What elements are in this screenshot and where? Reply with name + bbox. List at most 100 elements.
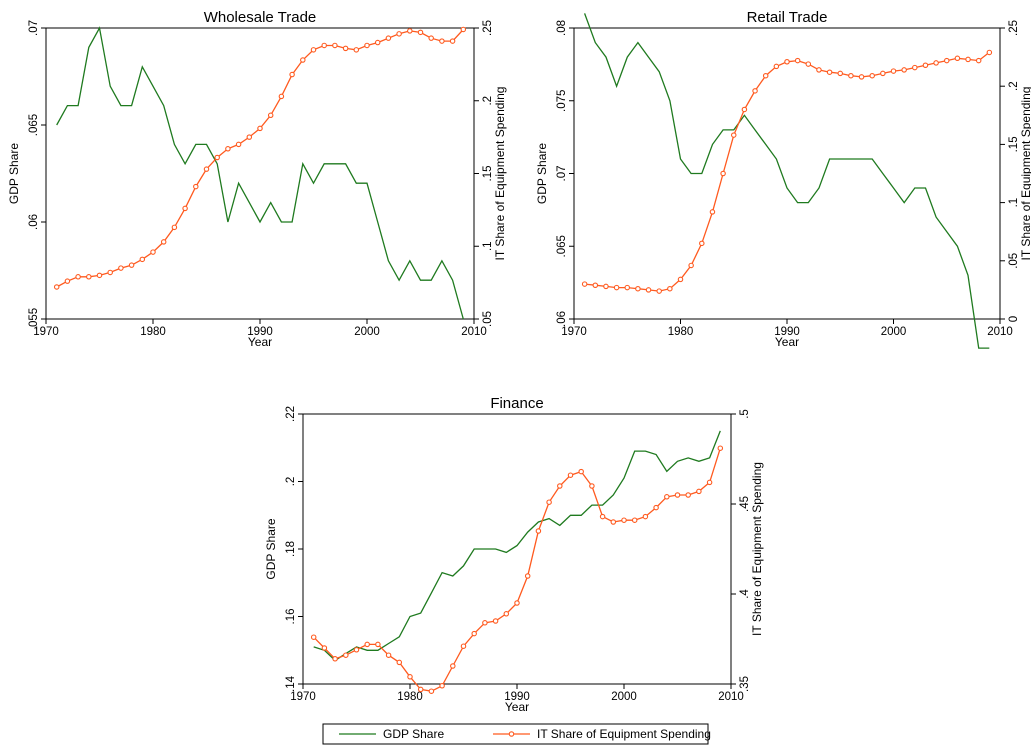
it-share-point [396, 659, 403, 666]
it-share-point [417, 29, 424, 36]
legend-label-gdp-share: GDP Share [383, 727, 444, 741]
it-share-point [353, 647, 360, 653]
y-left-tick-label: .22 [285, 406, 297, 422]
it-share-point [428, 35, 434, 41]
y-right-tick-label: .1 [1008, 198, 1020, 208]
chart-title: Finance [490, 395, 543, 412]
it-share-point [741, 106, 748, 113]
it-share-point [784, 59, 790, 65]
it-share-point [364, 641, 370, 648]
it-share-point [524, 573, 531, 579]
it-share-point [139, 256, 146, 263]
it-share-point [321, 645, 328, 651]
y-right-tick-label: .15 [482, 166, 494, 182]
it-share-point [685, 492, 691, 498]
plot-frame [45, 27, 475, 320]
it-share-point [933, 60, 939, 66]
it-share-point [610, 519, 617, 525]
it-share-point [816, 67, 822, 73]
y-right-tick-label: .15 [1008, 136, 1020, 152]
it-share-point [667, 285, 673, 292]
it-share-point [592, 282, 599, 288]
it-share-point [439, 38, 445, 44]
y-right-tick-label: .05 [482, 311, 494, 327]
y-left-tick-label: .16 [285, 609, 297, 625]
it-share-point [214, 154, 220, 161]
x-tick-label: 2000 [611, 691, 637, 703]
x-tick-label: 2010 [461, 326, 487, 338]
it-share-point [385, 652, 392, 658]
it-share-point [107, 269, 113, 276]
it-share-point [837, 70, 843, 77]
it-share-point [246, 134, 253, 140]
it-share-point [310, 634, 317, 640]
x-tick-label: 1970 [290, 691, 316, 703]
y-left-tick-label: .18 [285, 541, 297, 557]
it-share-point [385, 35, 392, 41]
it-share-point [353, 47, 360, 53]
it-share-point [645, 287, 652, 293]
x-tick-label: 1970 [561, 326, 587, 338]
it-share-point [954, 55, 961, 62]
legend-label-it-share: IT Share of Equipment Spending [537, 727, 711, 741]
x-tick-label: 2010 [987, 326, 1013, 338]
gdp-share-line [56, 26, 464, 320]
it-share-point [160, 239, 167, 245]
y-left-tick-label: .14 [285, 675, 297, 692]
it-share-point [407, 674, 413, 680]
it-share-point [514, 600, 520, 606]
it-share-point [225, 146, 231, 152]
it-share-point [975, 57, 982, 64]
it-share-point [203, 166, 210, 172]
x-tick-label: 1990 [504, 691, 530, 703]
it-share-point [709, 209, 716, 215]
it-share-point [699, 240, 705, 247]
it-share-point [492, 618, 499, 624]
plot-frame [573, 27, 1001, 320]
y-left-tick-label: .065 [556, 235, 568, 257]
it-share-point [375, 641, 381, 648]
it-share-point [310, 47, 317, 53]
it-share-point [880, 70, 886, 77]
it-share-point [86, 274, 92, 280]
y-right-tick-label: .05 [1008, 253, 1020, 269]
it-share-point [986, 49, 993, 56]
it-share-point [150, 249, 156, 255]
it-share-point [460, 643, 467, 649]
it-share-point [912, 64, 918, 71]
legend-marker-it-share [508, 731, 515, 737]
it-share-point [635, 285, 641, 292]
it-share-point [546, 499, 552, 505]
y-right-tick-label: .1 [482, 241, 494, 251]
it-share-point [503, 611, 510, 617]
it-share-point [171, 224, 178, 231]
it-share-point [603, 283, 609, 290]
it-share-point [762, 72, 769, 79]
y-right-tick-label: .25 [1008, 20, 1020, 36]
it-share-point [922, 62, 929, 68]
y-left-axis-label: GDP Share [264, 518, 278, 579]
it-share-point [535, 528, 542, 534]
it-share-point [439, 683, 445, 689]
chart-panel-2: Retail Trade 1970 1980 1990 2000 2010 Year .06.… [535, 9, 1031, 349]
x-axis-label: Year [505, 700, 529, 714]
it-share-point [267, 112, 274, 119]
it-share-point [300, 57, 306, 63]
x-tick-label: 1980 [140, 326, 166, 338]
chart-title: Retail Trade [747, 9, 828, 26]
it-share-point [128, 262, 135, 268]
it-share-point [278, 93, 285, 100]
it-share-point [642, 513, 649, 520]
x-axis-label: Year [248, 335, 272, 349]
it-share-point [677, 276, 684, 283]
y-right-tick-label: .5 [739, 409, 751, 419]
chart-panel-3: Finance 1970 1980 1990 2000 2010 Year .14 .16 .18… [264, 395, 764, 714]
it-share-point [364, 42, 370, 49]
it-share-point [407, 28, 413, 34]
it-share-point [664, 494, 670, 500]
y-left-tick-label: .08 [556, 20, 568, 36]
y-left-tick-label: .055 [28, 308, 40, 330]
legend: GDP Share IT Share of Equipment Spending [322, 723, 711, 745]
